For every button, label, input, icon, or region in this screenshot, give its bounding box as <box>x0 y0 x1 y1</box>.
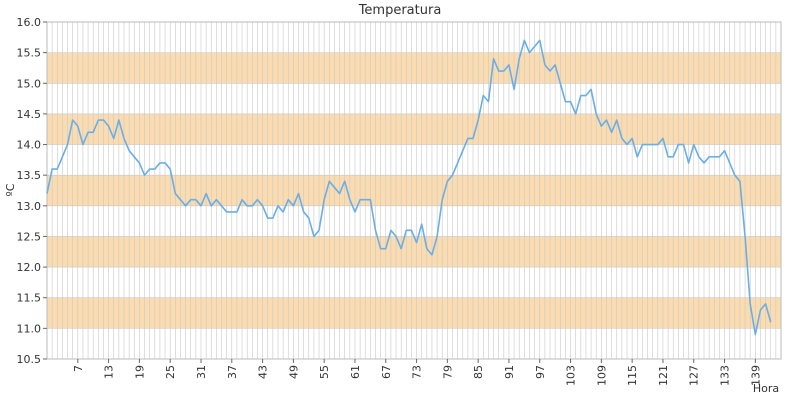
band <box>47 236 781 268</box>
band <box>47 52 781 84</box>
x-tick-label: 127 <box>688 365 701 386</box>
x-axis-label: Hora <box>753 382 779 395</box>
x-tick-label: 115 <box>626 365 639 386</box>
y-tick-label: 14.0 <box>17 139 42 152</box>
x-tick-label: 73 <box>411 365 424 379</box>
band <box>47 113 781 145</box>
x-tick-label: 7 <box>72 365 85 372</box>
x-tick-label: 37 <box>226 365 239 379</box>
horizontal-bands <box>47 52 781 329</box>
x-tick-label: 67 <box>380 365 393 379</box>
x-tick-label: 31 <box>195 365 208 379</box>
x-tick-label: 103 <box>565 365 578 386</box>
x-tick-label: 109 <box>595 365 608 386</box>
y-axis-ticks: 10.5 11.0 11.5 12.0 12.5 13.0 13.5 14.0 14.5 15.0… <box>17 16 47 366</box>
x-tick-label: 13 <box>103 365 116 379</box>
x-tick-label: 91 <box>503 365 516 379</box>
x-tick-label: 133 <box>719 365 732 386</box>
x-tick-label: 25 <box>164 365 177 379</box>
x-axis-ticks: 7 13 19 25 31 37 43 49 55 61 67 73 79 85 91 97 103 109 115… <box>72 359 762 386</box>
band <box>47 297 781 329</box>
y-tick-label: 14.5 <box>17 108 42 121</box>
y-tick-label: 12.5 <box>17 230 42 243</box>
series-line <box>46 39 772 336</box>
y-tick-label: 15.0 <box>17 77 42 90</box>
x-tick-label: 121 <box>657 365 670 386</box>
y-tick-label: 10.5 <box>17 353 42 366</box>
x-tick-label: 61 <box>349 365 362 379</box>
x-tick-label: 79 <box>441 365 454 379</box>
y-tick-label: 15.5 <box>17 47 42 60</box>
x-tick-label: 55 <box>318 365 331 379</box>
x-tick-label: 97 <box>534 365 547 379</box>
y-tick-label: 11.5 <box>17 292 42 305</box>
x-tick-label: 43 <box>257 365 270 379</box>
chart-title: Temperatura <box>358 3 442 18</box>
y-tick-label: 16.0 <box>17 16 42 29</box>
y-tick-label: 13.5 <box>17 169 42 182</box>
band <box>47 175 781 206</box>
x-tick-label: 139 <box>749 365 762 386</box>
x-tick-label: 85 <box>472 365 485 379</box>
x-tick-label: 19 <box>133 365 146 379</box>
x-tick-label: 49 <box>287 365 300 379</box>
y-tick-label: 13.0 <box>17 200 42 213</box>
y-tick-label: 12.0 <box>17 261 42 274</box>
y-tick-label: 11.0 <box>17 322 42 335</box>
y-axis-label: ºC <box>4 183 17 196</box>
